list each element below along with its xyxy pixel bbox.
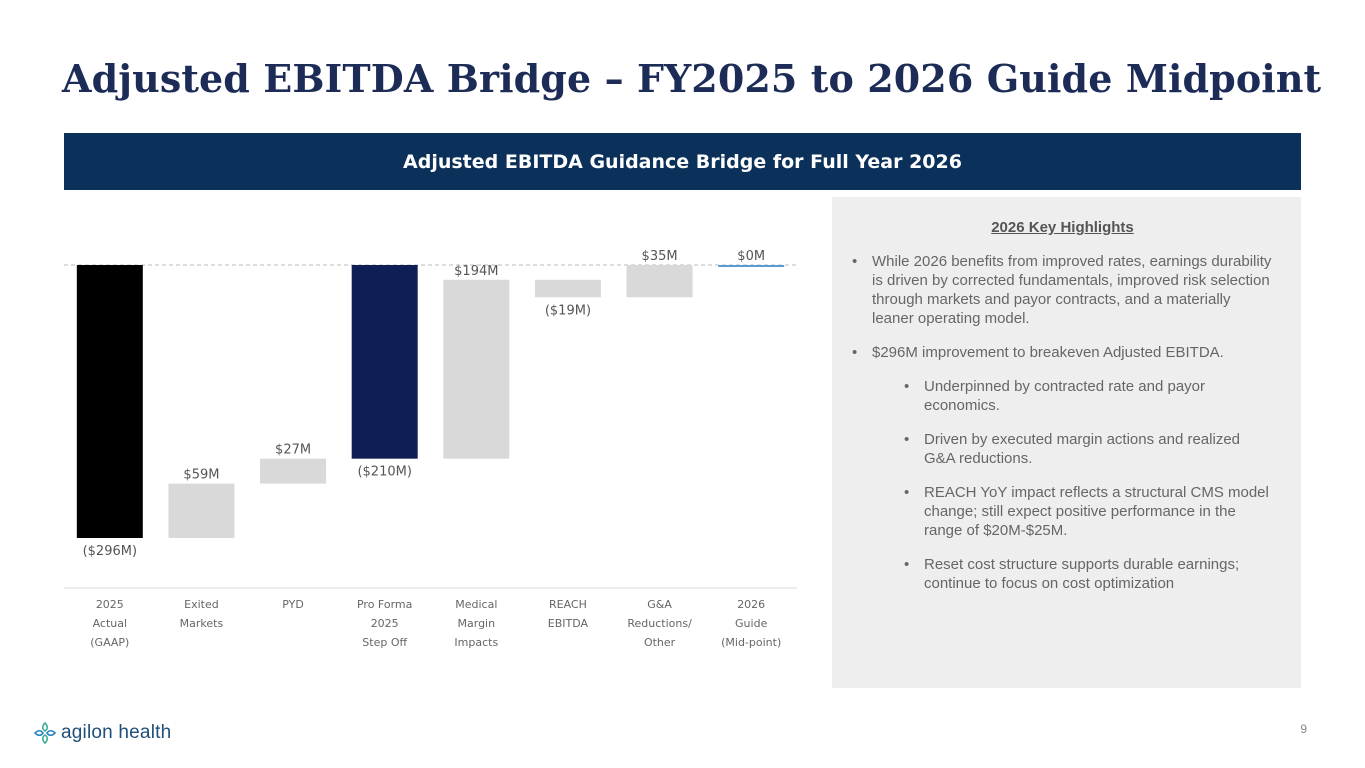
x-tick-line: Actual xyxy=(93,617,127,630)
x-tick-line: EBITDA xyxy=(548,617,589,630)
x-tick-line: Impacts xyxy=(454,636,498,649)
waterfall-chart: ($296M) $59M $27M ($210M) $194M ($19M) $35M $0M… xyxy=(64,249,797,649)
bar-2 xyxy=(260,458,327,484)
highlight-bullet: While 2026 benefits from improved rates,… xyxy=(852,252,1273,328)
logo-icon xyxy=(34,722,56,744)
highlight-bullet: $296M improvement to breakeven Adjusted … xyxy=(852,343,1273,362)
x-tick-line: Markets xyxy=(180,617,224,630)
bar-3 xyxy=(351,265,418,459)
highlight-sub-bullet: Driven by executed margin actions and re… xyxy=(904,430,1273,468)
x-tick-line: 2025 xyxy=(96,598,124,611)
bar-label-2: $27M xyxy=(275,443,311,458)
x-tick-line: Step Off xyxy=(362,636,407,649)
highlights-list: While 2026 benefits from improved rates,… xyxy=(852,252,1273,593)
x-tick-label-7: 2026 Guide (Mid-point) xyxy=(721,598,781,649)
company-logo: agilon health xyxy=(34,722,171,744)
x-tick-line: Reductions/ xyxy=(627,617,692,630)
bar-6 xyxy=(626,265,693,298)
page-number: 9 xyxy=(1300,722,1307,736)
bar-label-1: $59M xyxy=(183,468,219,483)
x-tick-line: 2025 xyxy=(371,617,399,630)
highlight-sub-bullet: Underpinned by contracted rate and payor… xyxy=(904,377,1273,415)
highlight-sub-bullet: Reset cost structure supports durable ea… xyxy=(904,555,1273,593)
bar-1 xyxy=(168,483,235,538)
x-tick-label-1: Exited Markets xyxy=(180,598,224,630)
x-tick-line: PYD xyxy=(282,598,304,611)
x-tick-line: Medical xyxy=(455,598,497,611)
x-tick-line: Margin xyxy=(458,617,496,630)
x-tick-line: 2026 xyxy=(737,598,765,611)
x-tick-label-5: REACH EBITDA xyxy=(548,598,589,630)
chart-title: Adjusted EBITDA Guidance Bridge for Full… xyxy=(403,150,962,173)
x-tick-line: Guide xyxy=(735,617,768,630)
highlight-sub-bullet: REACH YoY impact reflects a structural C… xyxy=(904,483,1273,540)
x-tick-label-4: Medical Margin Impacts xyxy=(454,598,498,649)
bar-0 xyxy=(76,265,143,538)
x-tick-line: (Mid-point) xyxy=(721,636,781,649)
bar-label-4: $194M xyxy=(454,264,498,279)
bar-label-0: ($296M) xyxy=(83,544,137,559)
bar-7 xyxy=(718,265,785,267)
logo-text: agilon health xyxy=(61,722,172,743)
highlights-heading: 2026 Key Highlights xyxy=(991,219,1134,236)
x-tick-line: Other xyxy=(644,636,676,649)
x-tick-label-2: PYD xyxy=(282,598,304,611)
x-tick-line: Exited xyxy=(184,598,219,611)
bar-label-3: ($210M) xyxy=(357,465,411,480)
page-title: Adjusted EBITDA Bridge – FY2025 to 2026 … xyxy=(62,56,1322,101)
x-tick-label-6: G&A Reductions/Other xyxy=(627,598,692,649)
bar-label-5: ($19M) xyxy=(545,303,591,318)
bar-label-6: $35M xyxy=(642,249,678,264)
x-tick-line: G&A xyxy=(647,598,672,611)
key-highlights-panel: 2026 Key Highlights While 2026 benefits … xyxy=(832,197,1301,688)
chart-banner: Adjusted EBITDA Guidance Bridge for Full… xyxy=(64,133,1301,190)
x-tick-label-3: Pro Forma 2025 Step Off xyxy=(357,598,412,649)
bar-label-7: $0M xyxy=(737,249,765,264)
bar-5 xyxy=(534,279,601,298)
x-tick-label-0: 2025 Actual (GAAP) xyxy=(90,598,129,649)
x-tick-line: (GAAP) xyxy=(90,636,129,649)
bar-4 xyxy=(443,279,510,459)
x-tick-line: REACH xyxy=(549,598,587,611)
x-tick-line: Pro Forma xyxy=(357,598,412,611)
